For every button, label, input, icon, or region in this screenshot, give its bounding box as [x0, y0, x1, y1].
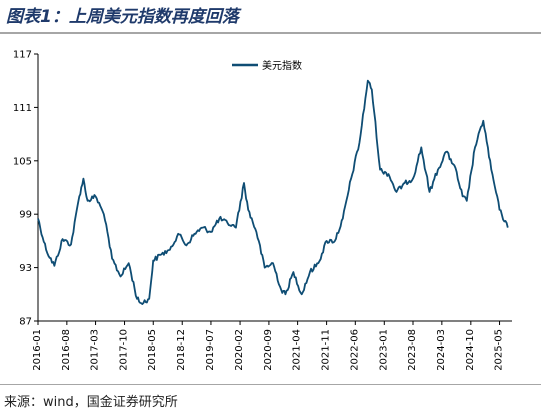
x-tick-label: 2020-02 [234, 329, 245, 371]
x-tick-label: 2017-10 [119, 329, 130, 371]
x-tick-label: 2018-05 [147, 329, 158, 371]
title-divider [0, 32, 541, 34]
y-tick-label: 111 [13, 103, 32, 114]
x-tick-label: 2021-04 [292, 329, 303, 371]
x-tick-label: 2024-03 [436, 329, 447, 371]
x-axis: 2016-01 2016-08 2017-03 2017-10 2018-05 2018-… [32, 320, 512, 371]
series-line-0 [37, 79, 509, 305]
x-tick-label: 2024-10 [465, 329, 476, 371]
x-tick-label: 2023-08 [407, 329, 418, 371]
footer-divider [0, 384, 541, 385]
x-tick-label: 2018-12 [176, 329, 187, 371]
x-tick-label: 2021-11 [321, 329, 332, 371]
source-note: 来源：wind，国金证券研究所 [4, 395, 178, 410]
x-tick-label: 2020-09 [263, 329, 274, 371]
y-tick-label: 105 [13, 156, 32, 167]
series-area [37, 79, 509, 305]
y-tick-label: 93 [19, 263, 32, 274]
x-tick-label: 2023-01 [378, 329, 389, 371]
y-axis: 87 93 99 105 111 117 [13, 50, 39, 328]
legend: 美元指数 [232, 59, 302, 72]
y-tick-label: 99 [19, 210, 32, 221]
x-tick-label: 2017-03 [90, 329, 101, 371]
chart-title: 图表1：上周美元指数再度回落 [6, 7, 239, 27]
y-tick-label: 87 [19, 317, 32, 328]
y-tick-label: 117 [13, 50, 32, 61]
legend-label: 美元指数 [262, 59, 302, 72]
x-tick-label: 2016-08 [61, 329, 72, 371]
x-tick-label: 2019-07 [205, 329, 216, 371]
x-tick-label: 2016-01 [32, 329, 43, 371]
x-tick-label: 2025-05 [494, 329, 505, 371]
x-tick-label: 2022-06 [349, 329, 360, 371]
